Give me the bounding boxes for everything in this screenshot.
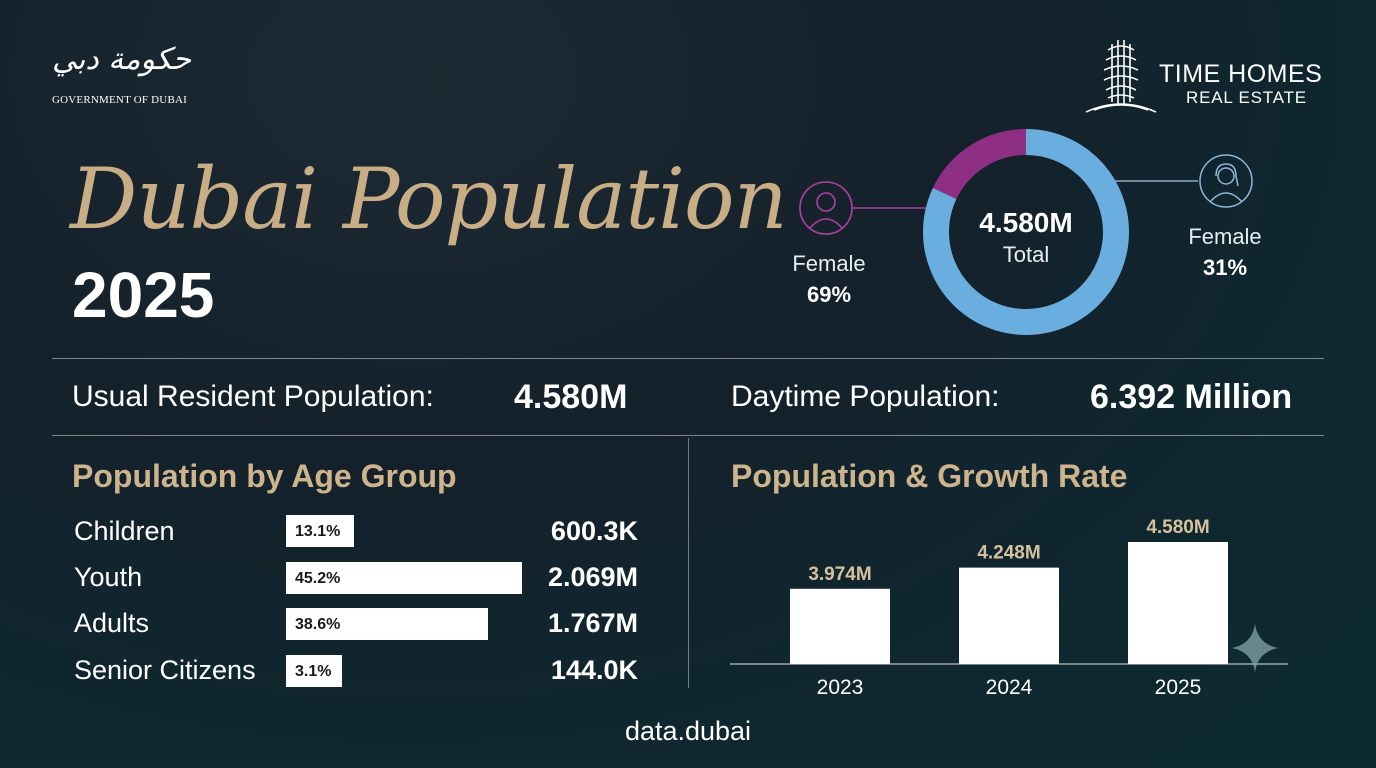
resident-population-label: Usual Resident Population: xyxy=(72,380,434,413)
x-tick-label: 2025 xyxy=(1155,676,1202,699)
age-row-value: 144.0K xyxy=(550,655,638,685)
age-row-label: Children xyxy=(74,516,175,546)
female-avatar-icon xyxy=(1199,154,1253,208)
sparkle-icon xyxy=(1232,624,1278,672)
page-title: Dubai Population xyxy=(70,150,788,248)
age-row-label: Youth xyxy=(74,562,143,592)
age-row-value: 2.069M xyxy=(547,562,638,592)
growth-bar-chart: 3.974M 2023 4.248M 2024 4.580M 2025 xyxy=(730,517,1288,699)
divider-bottom xyxy=(52,435,1324,436)
bar-data-label: 4.580M xyxy=(1146,517,1209,538)
right-gender-percent: 31% xyxy=(1202,255,1248,280)
male-avatar-icon xyxy=(799,181,853,235)
bars-group: 3.974M 2023 4.248M 2024 4.580M 2025 xyxy=(790,517,1228,699)
bar-2025 xyxy=(1128,542,1228,664)
title-year: 2025 xyxy=(72,259,215,331)
age-row-label: Senior Citizens xyxy=(74,655,256,685)
daytime-population-label: Daytime Population: xyxy=(731,380,1000,413)
brand-name: TIME HOMES xyxy=(1159,60,1323,88)
age-row-percent: 3.1% xyxy=(295,663,332,680)
donut-total-label: Total xyxy=(1003,242,1049,267)
tower-logo-icon xyxy=(1085,40,1157,113)
government-logo-arabic: حكومة دبي xyxy=(52,42,192,77)
age-row-percent: 13.1% xyxy=(295,523,341,540)
resident-population-value: 4.580M xyxy=(514,378,628,416)
x-tick-label: 2023 xyxy=(817,676,864,699)
brand-subtitle: REAL ESTATE xyxy=(1186,88,1307,107)
donut-slice-right xyxy=(923,129,1129,335)
age-row-value: 600.3K xyxy=(550,516,638,546)
bar-2024 xyxy=(959,567,1059,664)
x-tick-label: 2024 xyxy=(986,676,1033,699)
government-name: GOVERNMENT OF DUBAI xyxy=(52,94,187,106)
age-row-percent: 45.2% xyxy=(295,570,341,587)
age-row-value: 1.767M xyxy=(547,608,638,638)
age-row-bar: 38.6% xyxy=(286,608,488,640)
age-row-label: Adults xyxy=(74,608,150,638)
divider-vertical xyxy=(688,438,689,688)
age-row-bar: 3.1% xyxy=(286,655,342,687)
daytime-population-value: 6.392 Million xyxy=(1090,378,1293,416)
bar-data-label: 4.248M xyxy=(977,543,1040,564)
donut-total-value: 4.580M xyxy=(979,207,1072,238)
right-gender-label: Female xyxy=(1188,224,1262,249)
donut-slices xyxy=(923,129,1129,335)
growth-section-title: Population & Growth Rate xyxy=(731,458,1128,494)
age-row-percent: 38.6% xyxy=(295,616,341,633)
divider-top xyxy=(52,358,1324,359)
data-source: data.dubai xyxy=(624,716,752,746)
age-section-title: Population by Age Group xyxy=(72,458,457,494)
bar-2023 xyxy=(790,588,890,664)
bar-data-label: 3.974M xyxy=(808,564,871,585)
gender-donut-chart: 4.580M Total xyxy=(799,129,1253,335)
age-row-bar: 45.2% xyxy=(286,562,522,594)
left-gender-label: Female xyxy=(792,251,866,276)
age-row-bar: 13.1% xyxy=(286,515,355,547)
left-gender-percent: 69% xyxy=(806,282,852,307)
